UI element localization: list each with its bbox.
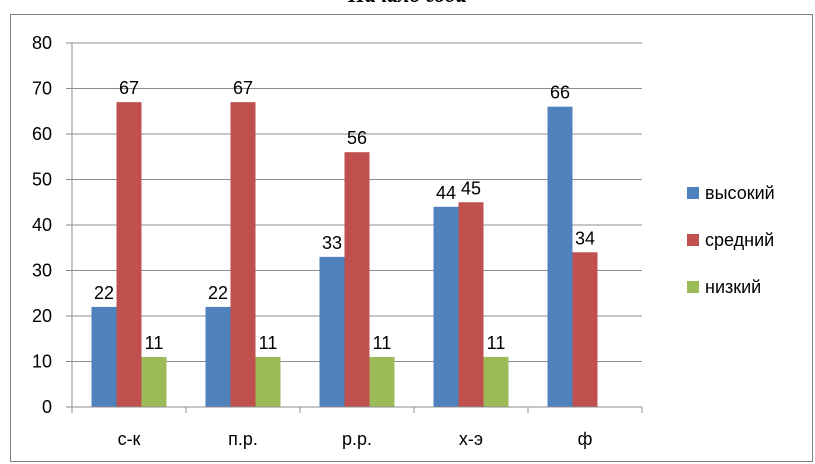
legend: высокий средний низкий [687,183,775,297]
data-label: 33 [322,233,342,253]
data-label: 22 [208,283,228,303]
bar [572,252,598,407]
data-label: 11 [487,333,506,353]
bar [344,152,370,407]
x-category-label: ф [578,429,593,449]
data-label: 67 [119,78,139,98]
legend-swatch [687,281,699,293]
y-tick-label: 80 [32,33,52,53]
axes: 0 10 20 30 40 50 60 70 80 с-к п.р. р.р. х-э ф [32,33,643,449]
bar [369,356,395,407]
bar [255,356,281,407]
bar [433,206,459,407]
bar [483,356,509,407]
bar [141,356,167,407]
data-label: 22 [94,283,114,303]
y-tick-label: 30 [32,261,52,281]
legend-swatch [687,234,699,246]
legend-label: низкий [705,277,761,297]
y-tick-label: 70 [32,79,52,99]
legend-label: средний [705,230,774,250]
bar [91,306,117,407]
legend-label: высокий [705,183,775,203]
y-tick-label: 20 [32,306,52,326]
y-tick-label: 50 [32,170,52,190]
x-category-label: х-э [459,429,483,449]
bar [230,102,256,408]
bar [205,306,231,407]
data-label: 44 [436,183,456,203]
x-category-label: с-к [118,429,141,449]
data-label: 67 [233,78,253,98]
bar [547,106,573,407]
chart-title: Начало года [0,0,815,8]
data-label: 34 [575,228,595,248]
y-tick-label: 10 [32,352,52,372]
bar [458,202,484,407]
bar [319,256,345,407]
data-label: 11 [145,333,164,353]
x-category-label: п.р. [228,429,258,449]
bars [91,102,598,408]
legend-swatch [687,187,699,199]
data-label: 45 [461,178,481,198]
data-label: 66 [550,83,570,103]
y-tick-label: 60 [32,124,52,144]
data-label: 11 [259,333,278,353]
bar [116,102,142,408]
data-labels: 22 22 33 44 66 67 67 56 45 34 11 11 11 11 [94,78,595,353]
x-category-label: р.р. [342,429,372,449]
y-tick-label: 40 [32,215,52,235]
data-label: 11 [373,333,392,353]
data-label: 56 [347,128,367,148]
y-tick-label: 0 [42,397,52,417]
